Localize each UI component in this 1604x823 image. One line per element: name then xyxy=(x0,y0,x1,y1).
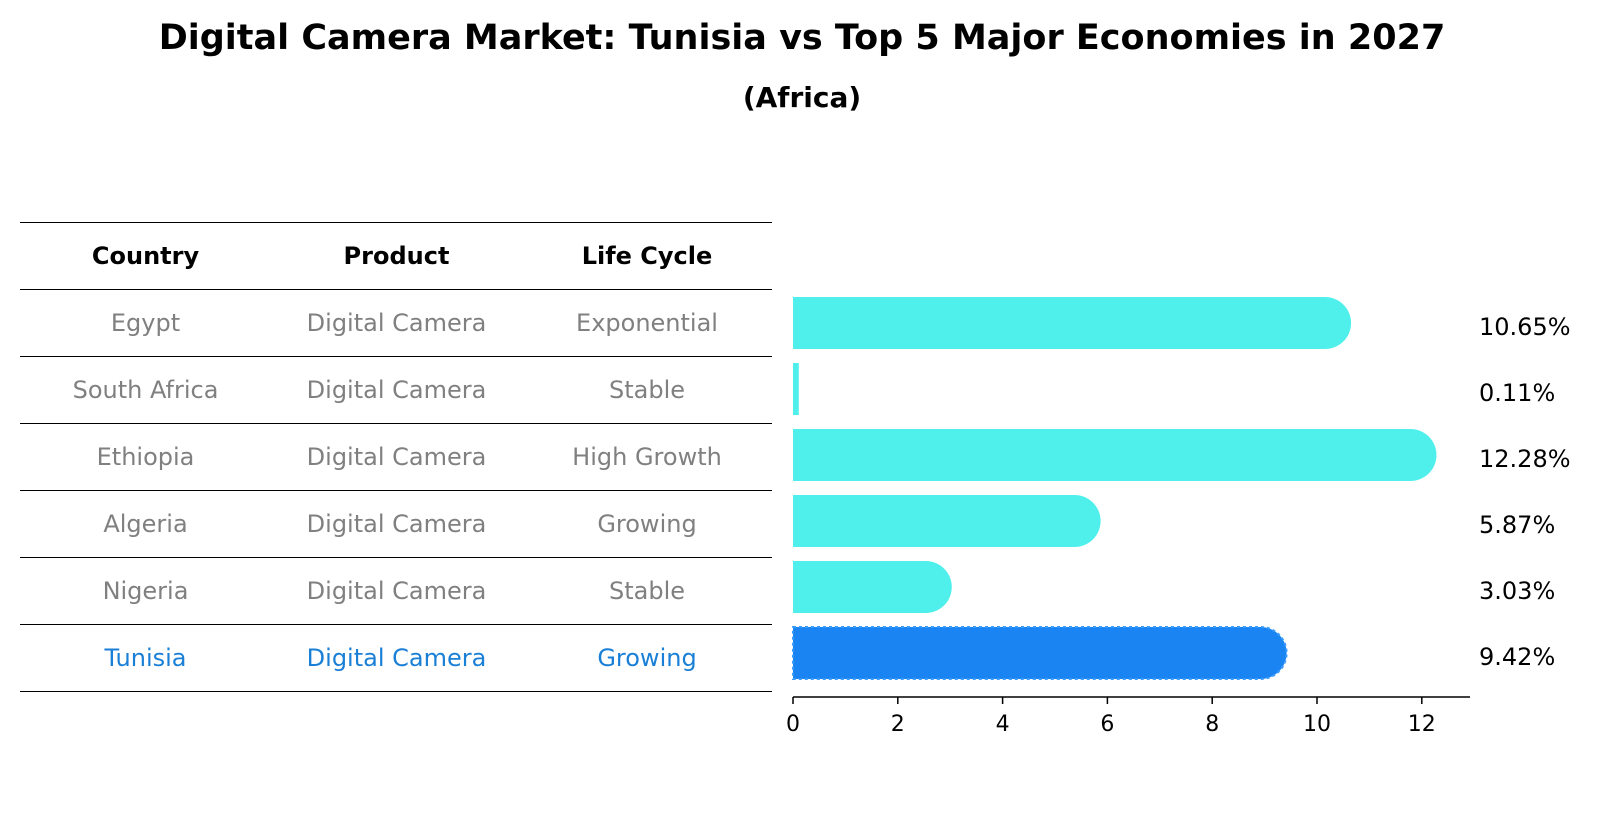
x-tick-label: 4 xyxy=(996,712,1010,737)
life-cycle-cell: Growing xyxy=(597,510,697,538)
country-cell: Algeria xyxy=(103,510,188,538)
product-cell: Digital Camera xyxy=(306,644,487,672)
data-label: 10.65% xyxy=(1479,313,1571,341)
life-cycle-cell: High Growth xyxy=(572,443,722,471)
country-cell: Egypt xyxy=(110,309,181,337)
x-tick-label: 0 xyxy=(786,712,800,737)
table-row: South Africa Digital Camera Stable xyxy=(20,356,772,423)
country-cell: Tunisia xyxy=(104,644,187,672)
column-header-life-cycle: Life Cycle xyxy=(581,242,713,270)
x-tick-label: 8 xyxy=(1205,712,1219,737)
table-row: Nigeria Digital Camera Stable xyxy=(20,557,772,624)
data-label: 12.28% xyxy=(1479,445,1571,473)
bar-nigeria xyxy=(793,561,952,613)
product-cell: Digital Camera xyxy=(306,510,487,538)
column-header-country: Country xyxy=(91,242,200,270)
table-row-highlighted: Tunisia Digital Camera Growing xyxy=(20,624,772,692)
data-label: 5.87% xyxy=(1479,511,1555,539)
x-tick-label: 2 xyxy=(891,712,905,737)
table-row: Ethiopia Digital Camera High Growth xyxy=(20,423,772,490)
life-cycle-cell: Stable xyxy=(608,577,686,605)
product-cell: Digital Camera xyxy=(306,376,487,404)
product-cell: Digital Camera xyxy=(306,577,487,605)
product-cell: Digital Camera xyxy=(306,443,487,471)
life-cycle-cell: Stable xyxy=(608,376,686,404)
table-row: Egypt Digital Camera Exponential xyxy=(20,289,772,356)
country-cell: Ethiopia xyxy=(96,443,195,471)
table-header-row: Country Product Life Cycle xyxy=(20,222,772,289)
data-label: 0.11% xyxy=(1479,379,1555,407)
x-tick-label: 10 xyxy=(1303,712,1331,737)
chart-subtitle: (Africa) xyxy=(742,81,862,114)
table-row: Algeria Digital Camera Growing xyxy=(20,490,772,557)
life-cycle-cell: Growing xyxy=(597,644,697,672)
life-cycle-cell: Exponential xyxy=(576,309,718,337)
bar-south-africa xyxy=(793,363,799,415)
bar-tunisia xyxy=(792,626,1288,680)
x-tick-label: 12 xyxy=(1408,712,1436,737)
product-cell: Digital Camera xyxy=(306,309,487,337)
market-table: Country Product Life Cycle Egypt Digital… xyxy=(20,222,772,692)
column-header-product: Product xyxy=(343,242,450,270)
data-label: 9.42% xyxy=(1479,643,1555,671)
bar-egypt xyxy=(793,297,1352,349)
bar-ethiopia xyxy=(793,429,1437,481)
data-label: 3.03% xyxy=(1479,577,1555,605)
bar-algeria xyxy=(793,495,1101,547)
chart-title: Digital Camera Market: Tunisia vs Top 5 … xyxy=(158,18,1446,58)
country-cell: South Africa xyxy=(72,376,219,404)
country-cell: Nigeria xyxy=(102,577,189,605)
x-tick-label: 6 xyxy=(1100,712,1114,737)
